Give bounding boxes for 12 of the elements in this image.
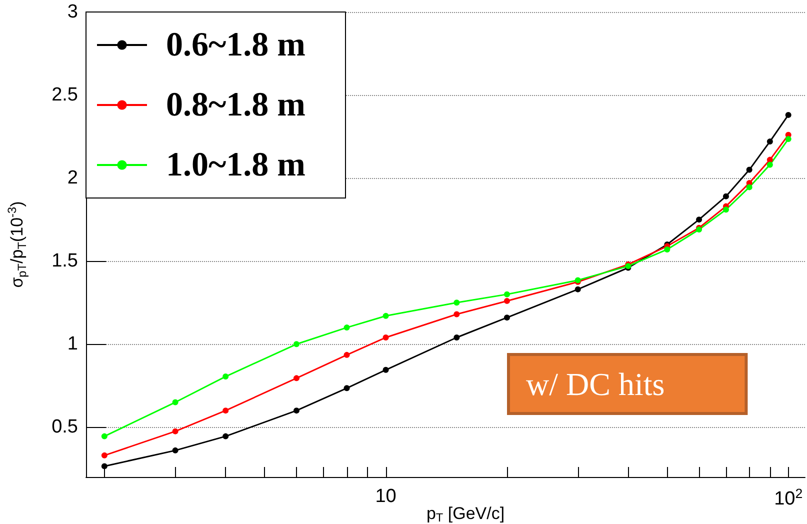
annotation: w/ DC hits	[526, 366, 665, 402]
y-tick-label: 1	[67, 334, 78, 355]
y-tick-label: 0.5	[52, 416, 78, 438]
legend-label: 0.6~1.8 m	[166, 26, 306, 64]
legend-label: 0.8~1.8 m	[166, 86, 306, 124]
x-tick-label: 10	[375, 486, 396, 507]
legend-label: 1.0~1.8 m	[166, 146, 306, 184]
y-tick-label: 2	[67, 168, 78, 189]
y-axis-title: σpT/pT(10-3)	[4, 201, 29, 288]
y-tick-label: 2.5	[52, 84, 78, 106]
y-tick-label: 1.5	[52, 250, 78, 272]
y-tick-label: 3	[67, 2, 78, 22]
